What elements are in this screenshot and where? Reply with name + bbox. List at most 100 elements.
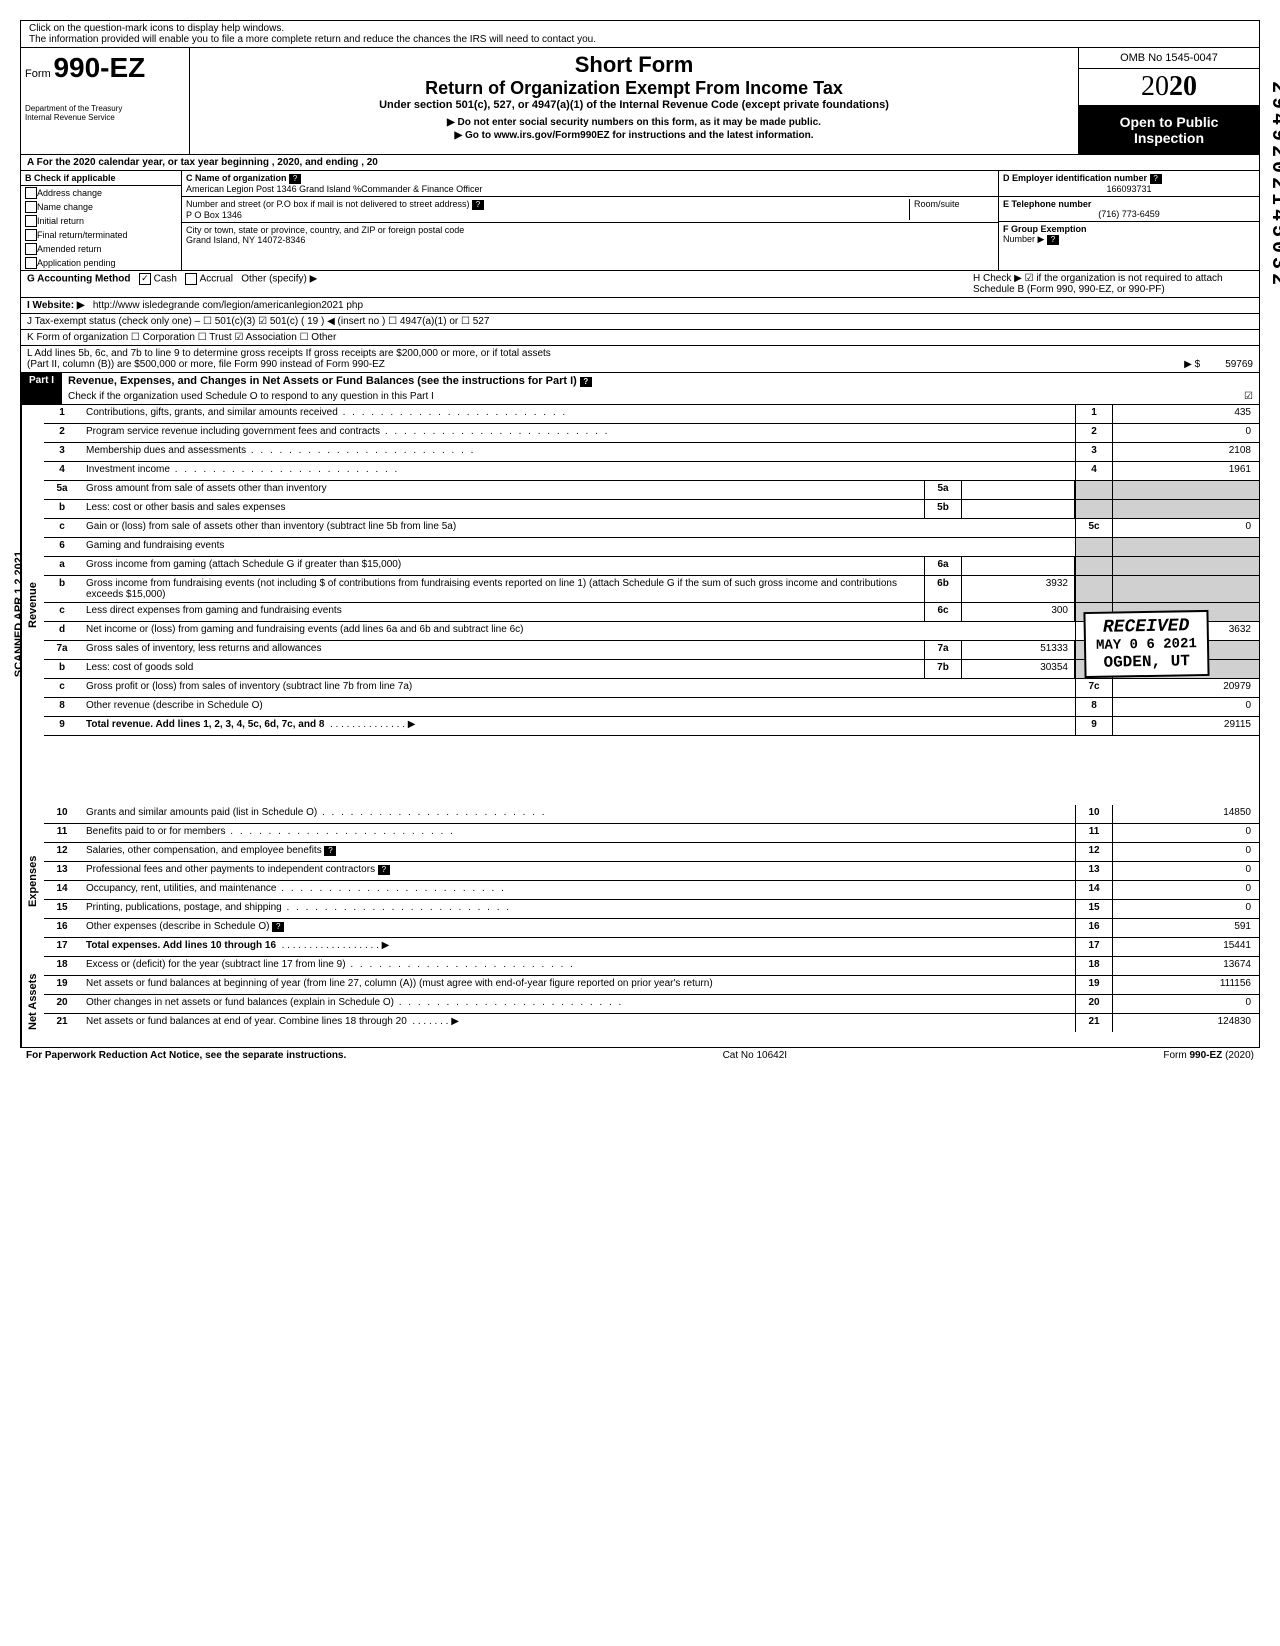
line-2-val: 0	[1113, 424, 1259, 442]
section-l-line2: (Part II, column (B)) are $500,000 or mo…	[27, 359, 385, 370]
line-4-val: 1961	[1113, 462, 1259, 480]
netassets-label: Net Assets	[21, 957, 44, 1047]
section-k: K Form of organization ☐ Corporation ☐ T…	[21, 330, 1259, 346]
line-5b-desc: Less: cost or other basis and sales expe…	[80, 500, 924, 518]
help-icon[interactable]: ?	[580, 377, 592, 387]
line-6a-desc: Gross income from gaming (attach Schedul…	[80, 557, 924, 575]
sections-def: D Employer identification number ? 16609…	[999, 171, 1259, 270]
line-13-desc: Professional fees and other payments to …	[80, 862, 1075, 880]
line-6c-desc: Less direct expenses from gaming and fun…	[80, 603, 924, 621]
help-icon[interactable]: ?	[272, 922, 284, 932]
sections-g-h: G Accounting Method ✓ Cash Accrual Other…	[21, 271, 1259, 298]
top-note-line2: The information provided will enable you…	[29, 34, 596, 45]
check-accrual[interactable]	[185, 273, 197, 285]
form-number: 990-EZ	[53, 52, 145, 83]
section-g: G Accounting Method ✓ Cash Accrual Other…	[27, 273, 317, 295]
line-5a-val	[962, 481, 1075, 499]
line-20-desc: Other changes in net assets or fund bala…	[80, 995, 1075, 1013]
help-icon[interactable]: ?	[289, 174, 301, 184]
addr-row: Number and street (or P.O box if mail is…	[182, 197, 998, 223]
city-state-zip: Grand Island, NY 14072-8346	[186, 235, 305, 245]
line-1-val: 435	[1113, 405, 1259, 423]
form-number-box: Form 990-EZ Department of the Treasury I…	[21, 48, 190, 154]
line-13-val: 0	[1113, 862, 1259, 880]
line-20-val: 0	[1113, 995, 1259, 1013]
check-amended[interactable]: Amended return	[21, 242, 181, 256]
line-6b-val: 3932	[962, 576, 1075, 602]
check-name-change[interactable]: Name change	[21, 200, 181, 214]
check-address-change[interactable]: Address change	[21, 186, 181, 200]
check-final-return[interactable]: Final return/terminated	[21, 228, 181, 242]
page-footer: For Paperwork Reduction Act Notice, see …	[20, 1048, 1260, 1063]
help-icon[interactable]: ?	[324, 846, 336, 856]
line-17-desc: Total expenses. Add lines 10 through 16 …	[80, 938, 1075, 956]
line-14-desc: Occupancy, rent, utilities, and maintena…	[80, 881, 1075, 899]
line-6b-desc: Gross income from fundraising events (no…	[80, 576, 924, 602]
received-stamp: RECEIVED MAY 0 6 2021 OGDEN, UT	[1084, 610, 1210, 678]
ein-value: 166093731	[1003, 184, 1255, 194]
group-exemption-number: Number ▶	[1003, 234, 1044, 244]
form-page: Click on the question-mark icons to disp…	[20, 20, 1260, 1048]
dept-irs: Internal Revenue Service	[25, 113, 185, 122]
check-initial-return[interactable]: Initial return	[21, 214, 181, 228]
top-note-line1: Click on the question-mark icons to disp…	[29, 23, 284, 34]
accounting-label: G Accounting Method	[27, 274, 131, 285]
website-url: http://www isledegrande com/legion/ameri…	[93, 300, 363, 311]
section-d: D Employer identification number ? 16609…	[999, 171, 1259, 197]
help-icon[interactable]: ?	[378, 865, 390, 875]
omb-number: OMB No 1545-0047	[1079, 48, 1259, 69]
line-6d-desc: Net income or (loss) from gaming and fun…	[80, 622, 1075, 640]
section-l-line2-row: (Part II, column (B)) are $500,000 or mo…	[27, 359, 1253, 370]
line-14-val: 0	[1113, 881, 1259, 899]
year-suffix: 20	[1169, 71, 1197, 102]
line-2-desc: Program service revenue including govern…	[80, 424, 1075, 442]
line-1-desc: Contributions, gifts, grants, and simila…	[80, 405, 1075, 423]
check-cash[interactable]: ✓	[139, 273, 151, 285]
line-6-desc: Gaming and fundraising events	[80, 538, 1075, 556]
right-header-box: OMB No 1545-0047 2020 Open to Public Ins…	[1079, 48, 1259, 154]
side-scanned-text: SCANNED APR 1 2 2021	[13, 551, 25, 677]
city-row: City or town, state or province, country…	[182, 223, 998, 247]
expenses-block: Expenses 10Grants and similar amounts pa…	[21, 805, 1259, 957]
help-icon[interactable]: ?	[1047, 235, 1059, 245]
phone-label: E Telephone number	[1003, 199, 1091, 209]
line-5c-val: 0	[1113, 519, 1259, 537]
tax-year: 2020	[1079, 69, 1259, 106]
footer-center: Cat No 10642I	[723, 1050, 788, 1061]
line-21-desc: Net assets or fund balances at end of ye…	[80, 1014, 1075, 1032]
section-b-label: B Check if applicable	[21, 171, 181, 186]
check-pending[interactable]: Application pending	[21, 256, 181, 270]
line-15-val: 0	[1113, 900, 1259, 918]
help-icon[interactable]: ?	[472, 200, 484, 210]
line-12-desc: Salaries, other compensation, and employ…	[80, 843, 1075, 861]
instr-url: ▶ Go to www.irs.gov/Form990EZ for instru…	[194, 130, 1074, 141]
line-7a-val: 51333	[962, 641, 1075, 659]
ein-label: D Employer identification number	[1003, 173, 1147, 183]
gross-receipts-value: 59769	[1225, 359, 1253, 370]
title-box: Short Form Return of Organization Exempt…	[190, 48, 1079, 154]
addr-label: Number and street (or P.O box if mail is…	[186, 199, 469, 209]
line-11-val: 0	[1113, 824, 1259, 842]
line-9-desc: Total revenue. Add lines 1, 2, 3, 4, 5c,…	[80, 717, 1075, 735]
section-i: I Website: ▶ http://www isledegrande com…	[27, 300, 363, 311]
help-icon[interactable]: ?	[1150, 174, 1162, 184]
top-note: Click on the question-mark icons to disp…	[21, 21, 1259, 48]
line-7b-val: 30354	[962, 660, 1075, 678]
line-8-val: 0	[1113, 698, 1259, 716]
line-9-val: 29115	[1113, 717, 1259, 735]
org-name-row: C Name of organization ? American Legion…	[182, 171, 998, 197]
section-l-arrow: ▶ $ 59769	[1184, 359, 1253, 370]
section-a: A For the 2020 calendar year, or tax yea…	[21, 155, 1259, 171]
section-l: L Add lines 5b, 6c, and 7b to line 9 to …	[21, 346, 1259, 373]
header-row: Form 990-EZ Department of the Treasury I…	[21, 48, 1259, 155]
room-suite-label: Room/suite	[909, 199, 994, 220]
line-7c-val: 20979	[1113, 679, 1259, 697]
line-19-val: 111156	[1113, 976, 1259, 994]
year-prefix: 20	[1141, 71, 1169, 102]
short-form-label: Short Form	[194, 52, 1074, 78]
return-title: Return of Organization Exempt From Incom…	[194, 78, 1074, 99]
city-label: City or town, state or province, country…	[186, 225, 464, 235]
line-16-desc: Other expenses (describe in Schedule O) …	[80, 919, 1075, 937]
section-j: J Tax-exempt status (check only one) – ☐…	[21, 314, 1259, 330]
line-17-val: 15441	[1113, 938, 1259, 956]
